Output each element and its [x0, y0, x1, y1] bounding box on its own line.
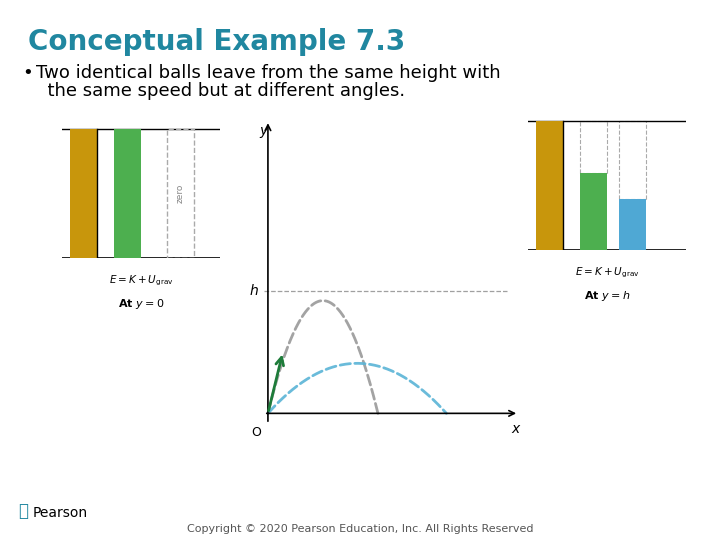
- Text: At $y = h$: At $y = h$: [584, 288, 630, 302]
- Text: Ⓟ: Ⓟ: [18, 502, 28, 520]
- Bar: [580, 173, 607, 250]
- Text: O: O: [251, 426, 261, 439]
- Text: At $y = 0$: At $y = 0$: [118, 296, 164, 310]
- Bar: [536, 122, 563, 250]
- Text: •: •: [22, 64, 32, 82]
- Text: the same speed but at different angles.: the same speed but at different angles.: [36, 82, 405, 100]
- Text: y: y: [260, 124, 268, 138]
- Text: Copyright © 2020 Pearson Education, Inc. All Rights Reserved: Copyright © 2020 Pearson Education, Inc.…: [186, 524, 534, 534]
- Text: h: h: [249, 284, 258, 298]
- Bar: [114, 129, 140, 258]
- Bar: [71, 129, 97, 258]
- Text: $E = K + U_{\rm grav}$: $E = K + U_{\rm grav}$: [109, 273, 174, 288]
- Bar: [166, 129, 194, 258]
- Text: x: x: [511, 422, 519, 436]
- Text: Pearson: Pearson: [33, 506, 88, 520]
- Text: Conceptual Example 7.3: Conceptual Example 7.3: [28, 28, 405, 56]
- Bar: [619, 199, 646, 250]
- Text: Two identical balls leave from the same height with: Two identical balls leave from the same …: [36, 64, 500, 82]
- Text: zero: zero: [176, 184, 185, 204]
- Text: $E = K + U_{\rm grav}$: $E = K + U_{\rm grav}$: [575, 266, 639, 280]
